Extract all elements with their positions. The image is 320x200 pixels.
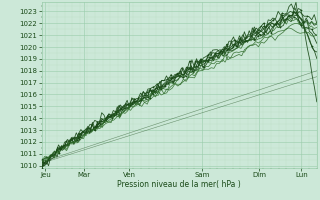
X-axis label: Pression niveau de la mer( hPa ): Pression niveau de la mer( hPa ) bbox=[117, 180, 241, 189]
